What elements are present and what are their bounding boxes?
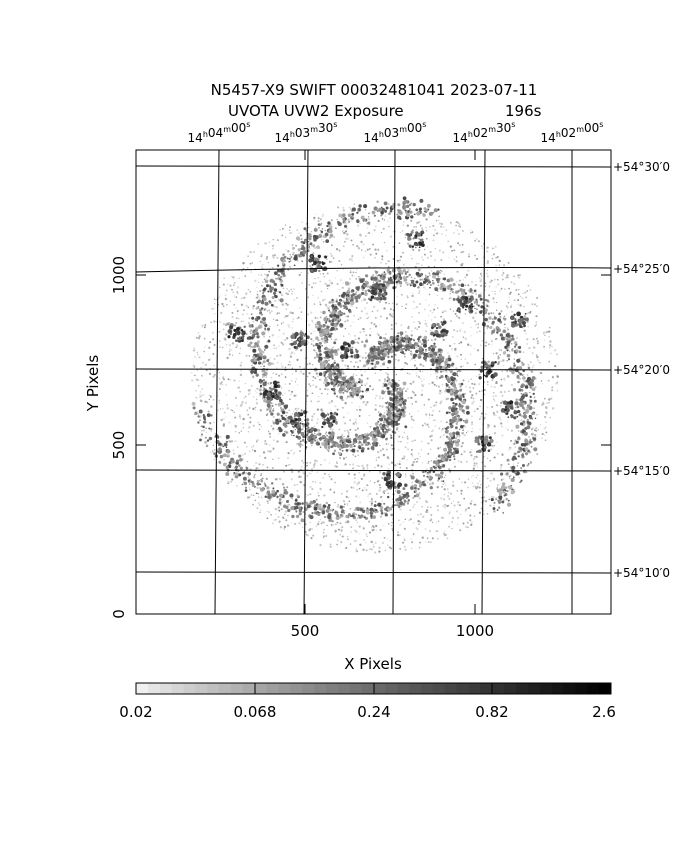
colorbar-segment xyxy=(171,683,184,694)
y-tick-label: 0 xyxy=(110,609,128,619)
colorbar-segment xyxy=(349,683,363,694)
plot-frame xyxy=(135,149,612,615)
colorbar-segment xyxy=(195,683,208,694)
colorbar-segment xyxy=(599,683,612,694)
ra-label: 14h02m00s xyxy=(541,120,604,145)
colorbar-label: 2.6 xyxy=(592,703,616,721)
x-tick-label: 500 xyxy=(291,622,320,640)
y-axis-label: Y Pixels xyxy=(84,355,102,413)
colorbar-segment xyxy=(302,683,315,694)
dec-label: +54°20′0 xyxy=(613,363,670,377)
colorbar-label: 0.068 xyxy=(234,703,277,721)
x-axis-label: X Pixels xyxy=(344,655,402,673)
colorbar-label: 0.02 xyxy=(119,703,152,721)
y-axis-ticks xyxy=(136,274,611,615)
dec-label: +54°15′0 xyxy=(613,464,670,478)
colorbar-segment xyxy=(219,683,232,694)
dec-gridline xyxy=(135,571,612,574)
colorbar-segment xyxy=(563,683,576,694)
ra-gridline xyxy=(214,149,220,615)
galaxy-image xyxy=(190,196,559,554)
colorbar-segment xyxy=(183,683,196,694)
x-tick-label: 1000 xyxy=(456,622,494,640)
ra-label: 14h04m00s xyxy=(188,120,251,145)
colorbar-segment xyxy=(539,683,553,694)
ra-label: 14h02m30s xyxy=(453,120,516,145)
colorbar-segment xyxy=(421,683,434,694)
colorbar-segment xyxy=(444,683,458,694)
colorbar-segment xyxy=(516,683,529,694)
dec-gridline xyxy=(135,267,612,273)
dec-labels: +54°30′0 +54°25′0 +54°20′0 +54°15′0 +54°10′0 xyxy=(613,160,670,580)
colorbar-segment xyxy=(575,683,588,694)
y-tick-label: 500 xyxy=(110,431,128,460)
colorbar-segment xyxy=(468,683,481,694)
colorbar-segment xyxy=(207,683,220,694)
colorbar-segment xyxy=(527,683,541,694)
colorbar-segment xyxy=(242,683,256,694)
colorbar-segment xyxy=(314,683,327,694)
colorbar-segment xyxy=(159,683,173,694)
ra-label: 14h03m00s xyxy=(364,120,427,145)
colorbar-ticks xyxy=(254,683,493,694)
colorbar-segment xyxy=(254,683,268,694)
colorbar-segment xyxy=(278,683,291,694)
colorbar-segment xyxy=(409,683,422,694)
colorbar-segment xyxy=(504,683,517,694)
colorbar-segment xyxy=(480,683,493,694)
colorbar-segment xyxy=(136,683,149,694)
colorbar-segment xyxy=(337,683,351,694)
colorbar-segment xyxy=(326,683,339,694)
colorbar-segment xyxy=(385,683,398,694)
ra-gridline xyxy=(392,149,396,615)
ra-labels: 14h04m00s 14h03m30s 14h03m00s 14h02m30s 14h0… xyxy=(188,120,604,145)
x-axis-ticks xyxy=(304,150,476,614)
coordinate-grid xyxy=(135,149,612,615)
title-line2-left: UVOTA UVW2 Exposure xyxy=(228,102,404,120)
ra-gridline xyxy=(303,149,309,615)
dec-label: +54°10′0 xyxy=(613,566,670,580)
colorbar-segment xyxy=(587,683,600,694)
colorbar-segment xyxy=(266,683,279,694)
dec-gridline xyxy=(135,165,612,168)
dec-gridline xyxy=(135,368,612,371)
colorbar-segment xyxy=(551,683,564,694)
ra-gridline xyxy=(481,149,486,615)
dec-label: +54°30′0 xyxy=(613,160,670,174)
colorbar-segment xyxy=(373,683,386,694)
colorbar-segment xyxy=(456,683,469,694)
colorbar-segment xyxy=(492,683,505,694)
colorbar-segment xyxy=(147,683,161,694)
ra-label: 14h03m30s xyxy=(275,120,338,145)
colorbar-segment xyxy=(231,683,244,694)
title-line1: N5457-X9 SWIFT 00032481041 2023-07-11 xyxy=(211,81,538,99)
colorbar-segment xyxy=(432,683,446,694)
colorbar-segment xyxy=(361,683,374,694)
y-tick-label: 1000 xyxy=(110,256,128,294)
colorbar-label: 0.24 xyxy=(357,703,390,721)
colorbar xyxy=(136,683,612,694)
colorbar-segment xyxy=(397,683,410,694)
colorbar-label: 0.82 xyxy=(475,703,508,721)
dec-gridline xyxy=(135,469,612,472)
colorbar-segment xyxy=(290,683,303,694)
dec-label: +54°25′0 xyxy=(613,262,670,276)
title-line2-right: 196s xyxy=(505,102,542,120)
